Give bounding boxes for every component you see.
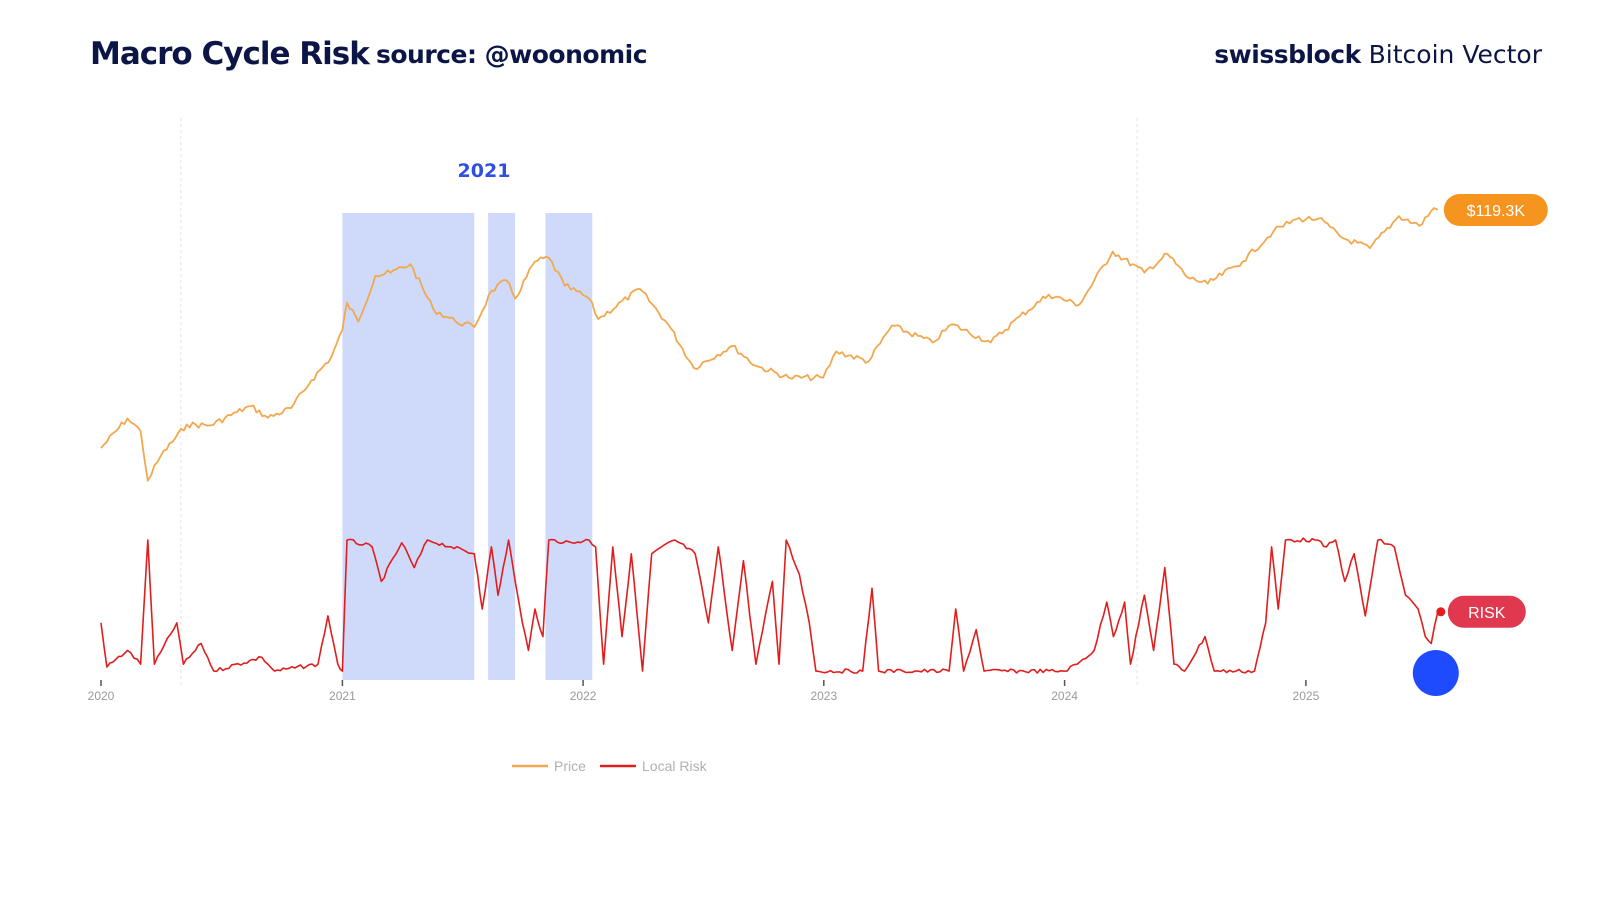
x-tick-label-2022: 2022 xyxy=(570,689,597,703)
highlight-band-1 xyxy=(342,213,475,680)
local-risk-line xyxy=(100,537,1439,674)
risk-badge-label: RISK xyxy=(1468,605,1506,622)
risk-badge xyxy=(1447,595,1526,628)
x-tick-label-2020: 2020 xyxy=(88,689,115,703)
dashed-markers xyxy=(180,118,1138,685)
risk-endpoint-dot xyxy=(1436,607,1446,617)
x-tick-label-2024: 2024 xyxy=(1051,689,1078,703)
value-badges: $119.3K RISK xyxy=(1412,194,1548,696)
highlight-bands xyxy=(342,213,593,680)
legend: Price Local Risk xyxy=(512,758,708,774)
brand-logo: swissblock Bitcoin Vector xyxy=(1214,40,1542,69)
local-risk-series xyxy=(100,537,1439,674)
source-credit: source: @woonomic xyxy=(376,40,648,69)
highlight-band-2 xyxy=(488,213,516,680)
brand-product: Bitcoin Vector xyxy=(1368,40,1542,69)
price-badge-label: $119.3K xyxy=(1467,203,1526,220)
legend-label-1: Price xyxy=(554,758,586,774)
current-position-marker xyxy=(1412,650,1459,696)
highlight-band-3 xyxy=(545,213,593,680)
x-tick-label-2025: 2025 xyxy=(1293,689,1320,703)
price-badge xyxy=(1443,194,1548,226)
price-series xyxy=(100,207,1439,482)
x-tick-label-2021: 2021 xyxy=(329,689,356,703)
x-tick-label-2023: 2023 xyxy=(810,689,837,703)
highlight-label-2021: 2021 xyxy=(458,160,511,182)
brand-name: swissblock xyxy=(1214,40,1361,69)
legend-label-2: Local Risk xyxy=(642,758,708,774)
chart-title: Macro Cycle Risk xyxy=(90,36,370,72)
price-line xyxy=(100,207,1439,482)
x-axis: 2020 2021 2022 2023 2024 2025 xyxy=(88,680,1320,703)
